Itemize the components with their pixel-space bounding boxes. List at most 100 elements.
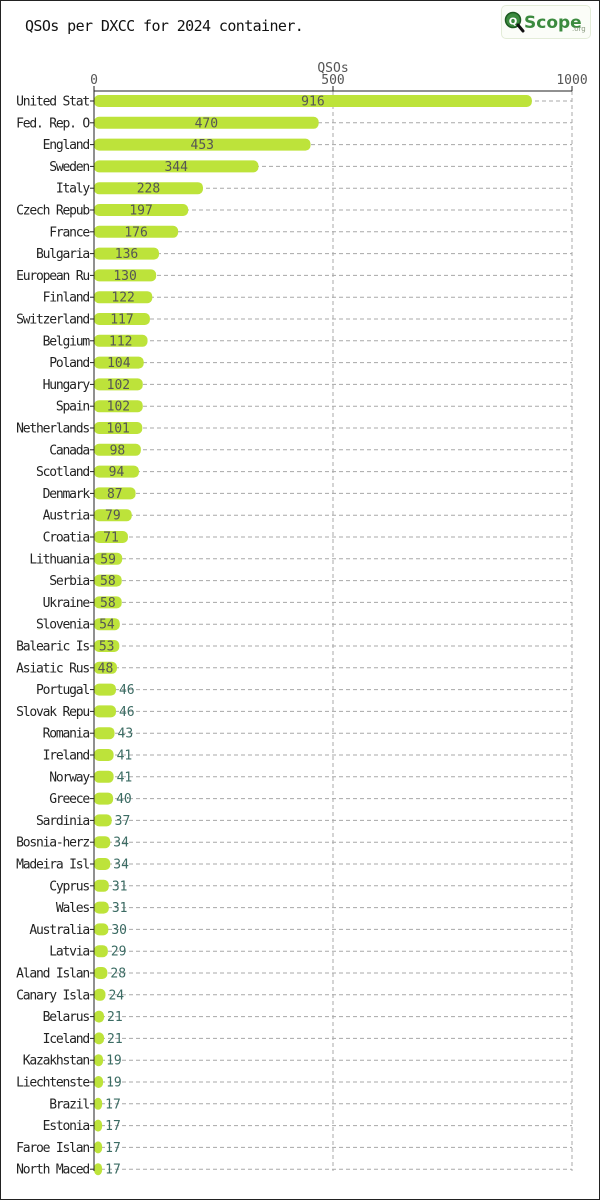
axes: 0 500 1000 QSOs: [90, 61, 588, 1171]
value-label: 17: [105, 1141, 121, 1156]
value-label: 21: [107, 1032, 123, 1047]
bar: [94, 531, 128, 543]
value-label: 176: [124, 225, 147, 240]
category-label: Canada: [49, 443, 89, 458]
category-label: Lithuania: [29, 552, 89, 567]
bar: [94, 1163, 103, 1176]
value-label: 28: [110, 967, 126, 982]
bars: [94, 95, 532, 1176]
bar: [94, 1119, 103, 1132]
category-label: Austria: [43, 509, 90, 524]
bar: [94, 683, 116, 696]
x-axis-title: QSOs: [317, 61, 348, 76]
bar: [94, 1076, 104, 1088]
category-label: Belarus: [43, 1010, 90, 1025]
category-label: Netherlands: [16, 422, 89, 437]
value-label: 30: [111, 923, 127, 938]
value-label: 112: [109, 334, 132, 349]
category-label: Estonia: [43, 1119, 90, 1134]
value-label: 130: [113, 269, 136, 284]
value-label: 228: [137, 182, 160, 197]
category-label: Latvia: [49, 945, 89, 960]
value-label: 58: [100, 596, 116, 611]
bar: [94, 247, 160, 260]
category-label: France: [49, 225, 90, 240]
value-label: 59: [100, 552, 116, 567]
value-label: 101: [106, 422, 129, 437]
category-label: Fed. Rep. O: [16, 116, 90, 131]
value-label: 470: [195, 116, 218, 131]
value-label: 122: [111, 291, 134, 306]
value-label: 43: [118, 727, 134, 742]
category-label: Norway: [49, 770, 90, 785]
category-label: Slovenia: [36, 618, 89, 633]
category-label: England: [43, 138, 90, 153]
category-label: Bulgaria: [36, 247, 89, 262]
chart-title: QSOs per DXCC for 2024 container.: [25, 17, 304, 35]
magnifier-icon: Q Scope .org: [504, 11, 586, 33]
bar: [94, 988, 106, 1001]
qscope-logo[interactable]: Q Scope .org: [501, 5, 591, 39]
value-label: 31: [112, 879, 128, 894]
value-label: 37: [115, 814, 131, 829]
category-label: Ireland: [43, 749, 90, 764]
category-label: Faroe Islan: [16, 1141, 89, 1156]
value-label: 79: [105, 509, 121, 524]
value-label: 41: [117, 770, 133, 785]
bar: [94, 727, 115, 740]
bar: [94, 618, 120, 631]
bar: [94, 640, 120, 652]
category-label: Bosnia-herz: [16, 836, 89, 851]
value-label: 24: [108, 988, 124, 1003]
category-label: Wales: [56, 901, 90, 916]
bar: [94, 705, 116, 718]
category-label: Belgium: [43, 334, 91, 349]
bar: [94, 879, 109, 892]
value-label: 19: [106, 1076, 122, 1091]
bar: [94, 465, 139, 478]
value-label: 344: [164, 160, 188, 175]
bar: [94, 836, 111, 849]
bar: [94, 596, 122, 609]
bar: [94, 225, 179, 238]
category-label: Finland: [43, 291, 90, 306]
bar: [94, 967, 108, 979]
value-label: 71: [103, 531, 119, 546]
value-label: 29: [111, 945, 127, 960]
bar: [94, 313, 150, 325]
category-label: Madeira Isl: [16, 858, 89, 873]
bar: [94, 95, 532, 107]
bar: [94, 116, 319, 129]
category-label: Canary Isla: [16, 988, 89, 1003]
value-label: 916: [301, 95, 324, 110]
value-label: 104: [107, 356, 131, 371]
value-label: 40: [116, 792, 132, 807]
bar: [94, 443, 141, 456]
value-label: 58: [100, 574, 116, 589]
bar: [94, 509, 132, 522]
value-label: 34: [113, 836, 129, 851]
category-label: Spain: [56, 400, 90, 415]
gridlines: [94, 91, 573, 1171]
category-label: Cyprus: [49, 879, 89, 894]
category-label: Poland: [49, 356, 89, 371]
category-label: Sardinia: [36, 814, 89, 829]
value-label: 19: [106, 1054, 122, 1069]
value-label: 102: [107, 400, 130, 415]
bar: [94, 204, 189, 216]
category-label: Australia: [29, 923, 89, 938]
value-label: 48: [98, 661, 114, 676]
bar: [94, 814, 112, 827]
value-label: 17: [105, 1119, 121, 1134]
bar: [94, 160, 259, 173]
category-label: Serbia: [49, 574, 89, 589]
category-label: Denmark: [43, 487, 91, 502]
logo-text: Scope: [524, 13, 582, 33]
logo-suffix: .org: [572, 25, 586, 33]
category-labels: United Stat Fed. Rep. O England Sweden Italy…: [16, 95, 91, 1178]
x-tick-label: 1000: [556, 73, 587, 88]
category-label: North Maced: [16, 1163, 89, 1178]
bar: [94, 552, 123, 565]
bar: [94, 1141, 103, 1154]
